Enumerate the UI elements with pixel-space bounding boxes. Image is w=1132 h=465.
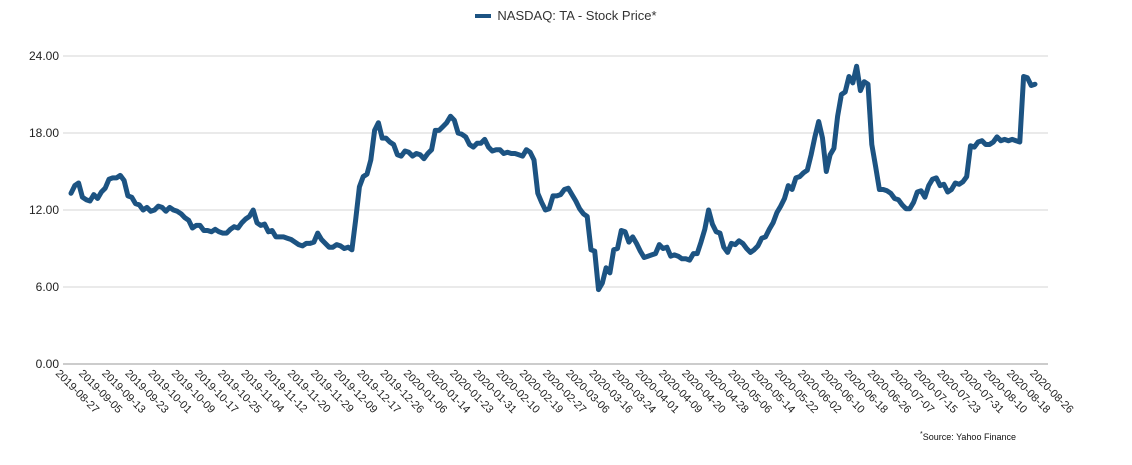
legend-swatch (475, 13, 492, 18)
legend-label: NASDAQ: TA - Stock Price* (497, 8, 657, 23)
x-axis: 2019-08-272019-09-052019-09-132019-09-23… (53, 368, 1076, 416)
y-tick-label: 24.00 (29, 49, 59, 63)
source-asterisk: * (920, 431, 923, 438)
source-label: Source: Yahoo Finance (922, 432, 1016, 442)
source-note: *Source: Yahoo Finance (920, 431, 1016, 442)
y-tick-label: 0.00 (36, 357, 60, 371)
y-tick-label: 18.00 (29, 126, 59, 140)
y-axis: 0.00 6.00 12.00 18.00 24.00 (29, 49, 59, 371)
series-line-ta-stock-price (68, 63, 1038, 293)
gridlines (63, 55, 1048, 365)
y-tick-label: 12.00 (29, 203, 59, 217)
y-tick-label: 6.00 (36, 280, 60, 294)
series-layer (68, 63, 1038, 293)
legend: NASDAQ: TA - Stock Price* (0, 8, 1132, 23)
